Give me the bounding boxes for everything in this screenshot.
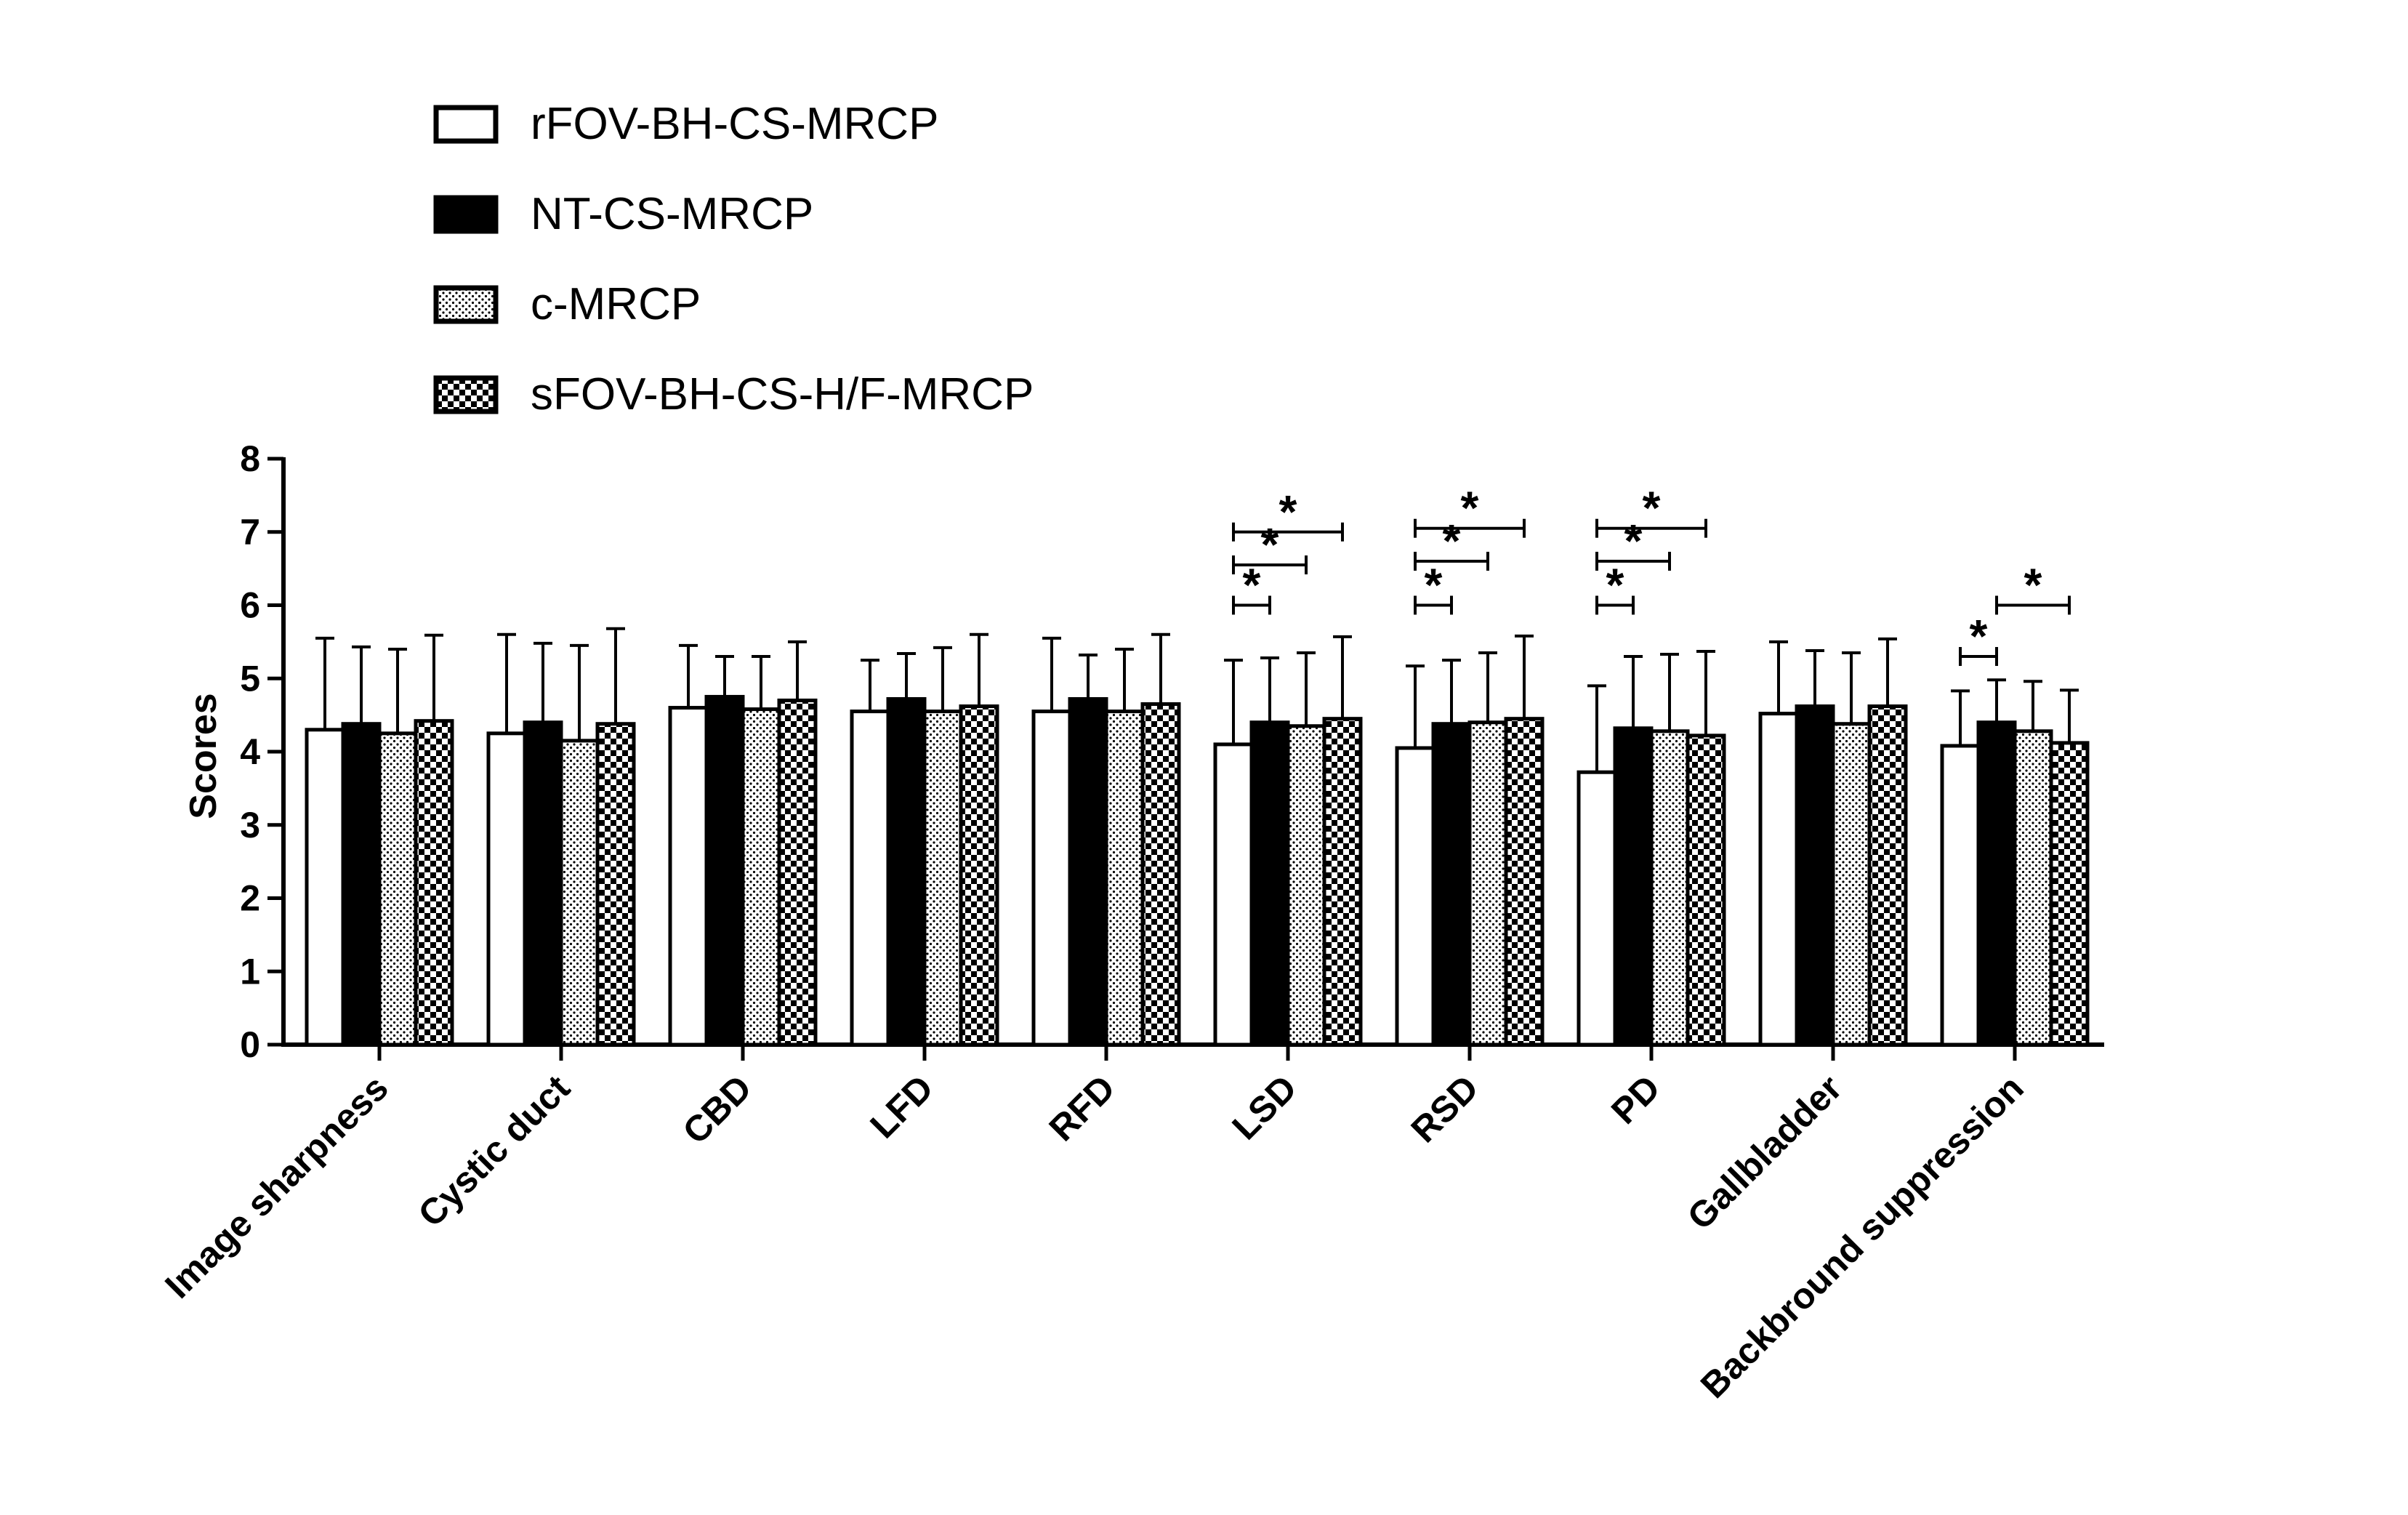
bar-pd-rfov-bh-cs-mrcp [1577,770,1617,1047]
bar-rsd-c-mrcp [1467,720,1508,1047]
significance-bracket-backbround-suppression-9: * [1959,610,1998,667]
category-label-cbd: CBD [675,1067,760,1152]
significance-brackets: *********** [1232,482,2071,667]
bar-rfd-nt-cs-mrcp [1068,696,1108,1047]
significance-bracket-pd-6: * [1595,559,1635,615]
significance-bracket-lsd-0: * [1232,559,1271,615]
bar-lfd-rfov-bh-cs-mrcp [850,710,890,1047]
bar-lsd-rfov-bh-cs-mrcp [1213,742,1254,1047]
significance-bracket-pd-7: * [1595,515,1671,571]
bar-backbround-suppression-rfov-bh-cs-mrcp [1940,744,1981,1047]
bar-lfd-nt-cs-mrcp [886,696,927,1047]
bar-rfd-rfov-bh-cs-mrcp [1031,710,1072,1047]
category-label-backbround-suppression: Backbround suppression [1693,1067,2032,1406]
legend-label-rfov-bh-cs-mrcp: rFOV-BH-CS-MRCP [531,99,938,149]
significance-bracket-lsd-2: * [1232,486,1344,542]
significance-bracket-pd-8: * [1595,482,1707,538]
category-label-pd: PD [1603,1067,1668,1132]
bar-cystic-duct-nt-cs-mrcp [523,720,563,1047]
y-tick-label-6: 6 [240,585,260,626]
legend-label-nt-cs-mrcp: NT-CS-MRCP [531,189,813,239]
significance-star: * [1624,515,1643,567]
significance-star: * [1643,482,1661,534]
y-tick-label-5: 5 [240,658,260,699]
bar-rsd-sfov-bh-cs-h-f-mrcp [1504,717,1545,1047]
category-label-cystic-duct: Cystic duct [411,1067,578,1234]
category-label-gallbladder: Gallbladder [1680,1067,1850,1237]
legend-swatch-nt-cs-mrcp [433,195,499,234]
significance-star: * [2024,559,2042,611]
significance-bracket-rsd-5: * [1414,482,1526,538]
significance-bracket-rsd-3: * [1414,559,1453,615]
category-label-rfd: RFD [1042,1067,1123,1149]
bar-cbd-c-mrcp [741,707,781,1047]
significance-star: * [1443,515,1461,567]
legend-label-c-mrcp: c-MRCP [531,279,701,329]
bar-pd-c-mrcp [1649,729,1690,1047]
bar-image-sharpness-sfov-bh-cs-h-f-mrcp [414,719,454,1047]
bars [305,627,2090,1047]
significance-bracket-lsd-1: * [1232,518,1308,575]
bar-lsd-sfov-bh-cs-h-f-mrcp [1322,717,1363,1047]
bar-rsd-nt-cs-mrcp [1431,722,1472,1047]
bar-cystic-duct-sfov-bh-cs-h-f-mrcp [595,722,636,1047]
bar-lsd-nt-cs-mrcp [1249,720,1290,1047]
y-tick-label-1: 1 [240,951,260,992]
bar-pd-sfov-bh-cs-h-f-mrcp [1686,734,1726,1047]
y-tick-label-8: 8 [240,438,260,479]
bar-backbround-suppression-c-mrcp [2013,729,2053,1047]
bar-cbd-rfov-bh-cs-mrcp [668,706,709,1047]
bar-cystic-duct-c-mrcp [559,739,600,1047]
significance-star: * [1261,518,1279,571]
y-tick-label-3: 3 [240,805,260,845]
bar-gallbladder-c-mrcp [1831,722,1872,1047]
category-label-lsd: LSD [1224,1067,1304,1147]
bar-image-sharpness-nt-cs-mrcp [341,722,382,1047]
significance-star: * [1606,559,1624,611]
bar-backbround-suppression-nt-cs-mrcp [1976,720,2017,1047]
significance-star: * [1425,559,1443,611]
y-tick-label-7: 7 [240,512,260,552]
legend: rFOV-BH-CS-MRCP NT-CS-MRCP c-MRCP sFOV-BH-C… [433,99,1034,419]
bar-gallbladder-rfov-bh-cs-mrcp [1758,712,1799,1047]
bar-gallbladder-sfov-bh-cs-h-f-mrcp [1867,704,1908,1047]
significance-star: * [1279,486,1297,538]
significance-bracket-rsd-4: * [1414,515,1489,571]
bar-image-sharpness-c-mrcp [377,731,418,1047]
y-tick-label-2: 2 [240,878,260,919]
bar-cbd-nt-cs-mrcp [704,694,745,1047]
category-label-lfd: LFD [862,1067,941,1146]
bar-lfd-c-mrcp [922,710,963,1047]
significance-star: * [1970,610,1988,662]
legend-swatch-c-mrcp [433,285,499,324]
category-label-rsd: RSD [1404,1067,1486,1150]
y-tick-label-0: 0 [240,1024,260,1065]
bar-backbround-suppression-sfov-bh-cs-h-f-mrcp [2049,741,2090,1047]
bar-rsd-rfov-bh-cs-mrcp [1395,746,1435,1047]
bar-pd-nt-cs-mrcp [1613,726,1654,1047]
y-tick-label-4: 4 [240,731,260,772]
bar-cbd-sfov-bh-cs-h-f-mrcp [777,698,818,1047]
bar-gallbladder-nt-cs-mrcp [1795,704,1835,1047]
bar-lsd-c-mrcp [1286,724,1326,1047]
significance-star: * [1243,559,1261,611]
y-axis-title: Scores [182,693,225,819]
category-label-image-sharpness: Image sharpness [157,1067,395,1306]
significance-bracket-backbround-suppression-10: * [1995,559,2071,615]
category-labels: Image sharpness Cystic duct CBD LFD RFD LSD RS… [157,1067,2031,1406]
bar-rfd-c-mrcp [1104,710,1145,1047]
bar-rfd-sfov-bh-cs-h-f-mrcp [1140,702,1181,1047]
bar-cystic-duct-rfov-bh-cs-mrcp [486,731,527,1047]
legend-label-sfov-bh-cs-h-f-mrcp: sFOV-BH-CS-H/F-MRCP [531,369,1034,419]
bar-lfd-sfov-bh-cs-h-f-mrcp [959,704,999,1047]
significance-star: * [1461,482,1479,534]
bar-image-sharpness-rfov-bh-cs-mrcp [305,728,345,1047]
legend-swatch-rfov-bh-cs-mrcp [433,105,499,144]
legend-swatch-sfov-bh-cs-h-f-mrcp [433,375,499,414]
